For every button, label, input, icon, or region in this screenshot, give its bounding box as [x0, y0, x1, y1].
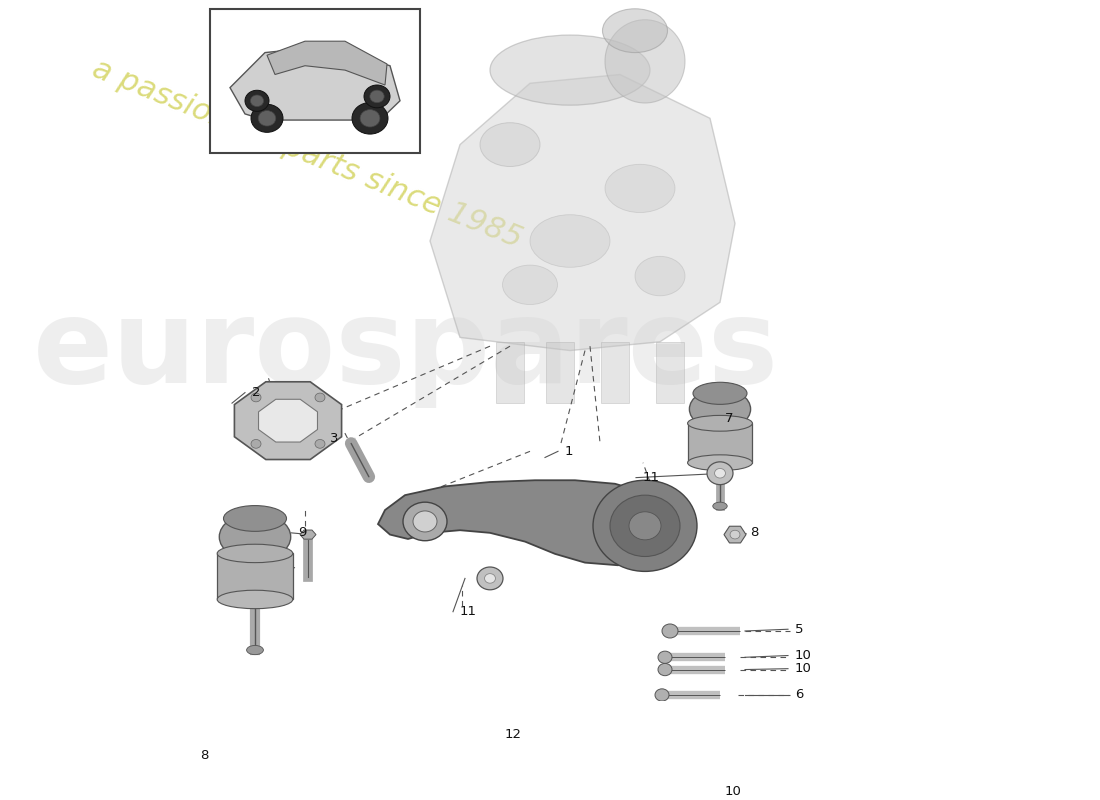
Circle shape: [364, 85, 390, 108]
Ellipse shape: [605, 164, 675, 213]
Ellipse shape: [219, 513, 290, 561]
Polygon shape: [430, 74, 735, 350]
Circle shape: [658, 663, 672, 676]
Circle shape: [403, 502, 447, 541]
Circle shape: [352, 102, 388, 134]
Bar: [496, 342, 524, 403]
Text: eurospares: eurospares: [33, 293, 779, 408]
Polygon shape: [258, 399, 318, 442]
Circle shape: [610, 495, 680, 557]
Ellipse shape: [605, 20, 685, 103]
Circle shape: [477, 567, 503, 590]
Circle shape: [707, 462, 733, 485]
Bar: [601, 342, 629, 403]
Ellipse shape: [530, 214, 610, 267]
Circle shape: [251, 95, 264, 106]
Text: 12: 12: [505, 728, 522, 741]
Circle shape: [629, 512, 661, 540]
Polygon shape: [234, 730, 256, 746]
Ellipse shape: [480, 122, 540, 166]
Text: 11: 11: [460, 606, 477, 618]
Circle shape: [245, 90, 270, 111]
Bar: [656, 342, 684, 403]
Circle shape: [240, 734, 250, 742]
Bar: [546, 342, 574, 403]
Text: 1: 1: [565, 445, 573, 458]
Ellipse shape: [223, 506, 286, 531]
Text: 7: 7: [725, 413, 734, 426]
Circle shape: [654, 689, 669, 701]
Ellipse shape: [688, 455, 752, 470]
Circle shape: [715, 469, 726, 478]
Polygon shape: [230, 46, 400, 120]
Circle shape: [315, 439, 324, 448]
Circle shape: [593, 480, 697, 571]
Text: 10: 10: [795, 649, 812, 662]
Bar: [688, 423, 752, 462]
Circle shape: [484, 574, 495, 583]
Circle shape: [662, 624, 678, 638]
Bar: [217, 554, 293, 599]
Circle shape: [251, 104, 283, 132]
Polygon shape: [234, 382, 342, 459]
Circle shape: [315, 393, 324, 402]
Text: 3: 3: [330, 432, 339, 445]
Ellipse shape: [690, 389, 750, 430]
Ellipse shape: [503, 265, 558, 305]
Ellipse shape: [635, 256, 685, 296]
Ellipse shape: [217, 590, 293, 609]
Text: 8: 8: [750, 526, 758, 539]
Bar: [210, 9, 420, 154]
Circle shape: [658, 651, 672, 663]
Circle shape: [730, 530, 740, 539]
Polygon shape: [724, 526, 746, 543]
Text: 5: 5: [795, 622, 803, 636]
Ellipse shape: [246, 646, 263, 654]
Ellipse shape: [693, 382, 747, 404]
Circle shape: [488, 706, 518, 732]
Circle shape: [258, 110, 276, 126]
Text: 6: 6: [795, 689, 803, 702]
Ellipse shape: [713, 502, 727, 510]
Circle shape: [251, 393, 261, 402]
Text: 11: 11: [644, 471, 660, 484]
Ellipse shape: [490, 35, 650, 105]
Text: 10: 10: [795, 662, 812, 675]
Text: a passion for parts since 1985: a passion for parts since 1985: [88, 54, 526, 254]
Text: 9: 9: [298, 526, 307, 539]
Polygon shape: [300, 530, 316, 539]
Polygon shape: [378, 480, 680, 566]
Circle shape: [497, 713, 509, 724]
Polygon shape: [267, 41, 387, 85]
Text: 2: 2: [252, 386, 261, 399]
Circle shape: [251, 439, 261, 448]
Text: 8: 8: [200, 749, 208, 762]
Text: 10: 10: [725, 785, 741, 798]
Ellipse shape: [217, 544, 293, 562]
Circle shape: [412, 511, 437, 532]
Ellipse shape: [688, 415, 752, 431]
Ellipse shape: [603, 9, 668, 53]
Circle shape: [370, 90, 384, 102]
Circle shape: [360, 110, 379, 127]
